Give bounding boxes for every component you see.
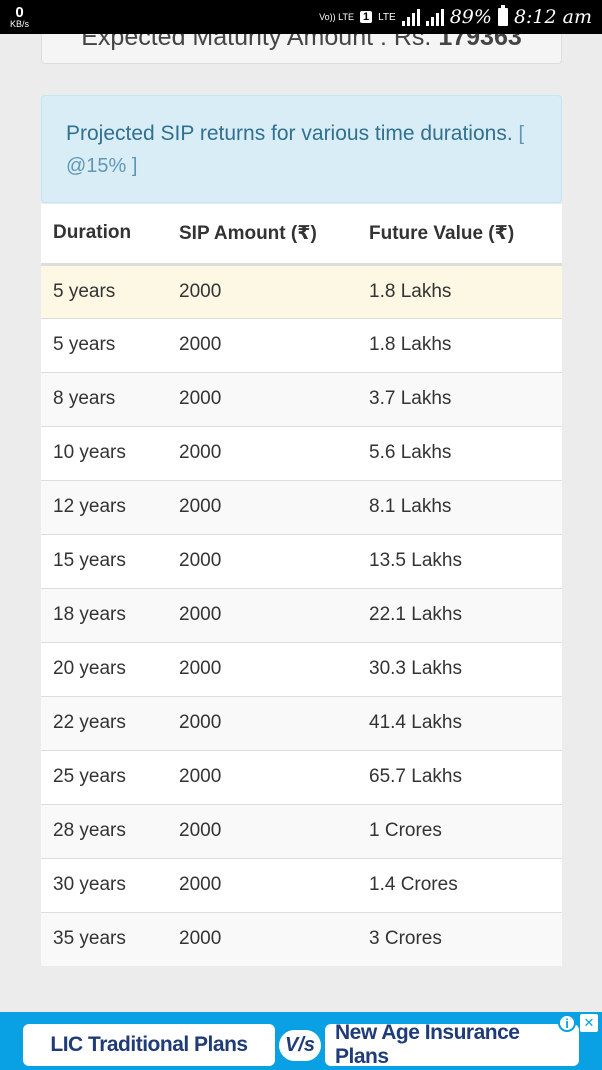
projection-info-text: Projected SIP returns for various time d… bbox=[66, 122, 513, 145]
lte-label: LTE bbox=[378, 11, 396, 23]
cell-sip-amount: 2000 bbox=[167, 317, 357, 372]
cell-duration: 10 years bbox=[41, 425, 167, 480]
cell-duration: 8 years bbox=[41, 371, 167, 426]
cell-future-value: 1 Crores bbox=[357, 803, 562, 858]
cell-duration: 25 years bbox=[41, 749, 167, 804]
cell-future-value: 3 Crores bbox=[357, 911, 562, 966]
cell-future-value: 65.7 Lakhs bbox=[357, 749, 562, 804]
cell-duration: 5 years bbox=[41, 263, 167, 318]
table-row: 5 years 2000 1.8 Lakhs bbox=[41, 263, 562, 318]
table-row: 22 years 2000 41.4 Lakhs bbox=[41, 695, 562, 750]
status-bar: 0 KB/s Vo)) LTE 1 LTE 89% 8:12 am bbox=[0, 0, 602, 34]
cell-duration: 20 years bbox=[41, 641, 167, 696]
table-row: 30 years 2000 1.4 Crores bbox=[41, 857, 562, 912]
cell-future-value: 3.7 Lakhs bbox=[357, 371, 562, 426]
cell-future-value: 22.1 Lakhs bbox=[357, 587, 562, 642]
ad-banner[interactable]: LIC Traditional Plans V/s New Age Insura… bbox=[0, 1012, 602, 1070]
table-row: 35 years 2000 3 Crores bbox=[41, 911, 562, 966]
signal-icon bbox=[401, 8, 420, 26]
cell-duration: 28 years bbox=[41, 803, 167, 858]
network-speed-unit: KB/s bbox=[10, 19, 30, 29]
cell-sip-amount: 2000 bbox=[167, 587, 357, 642]
cell-duration: 18 years bbox=[41, 587, 167, 642]
cell-duration: 12 years bbox=[41, 479, 167, 534]
ad-controls: i ✕ bbox=[558, 1014, 598, 1032]
table-row: 5 years 2000 1.8 Lakhs bbox=[41, 317, 562, 372]
cell-duration: 15 years bbox=[41, 533, 167, 588]
cell-duration: 5 years bbox=[41, 317, 167, 372]
cell-sip-amount: 2000 bbox=[167, 425, 357, 480]
cell-future-value: 8.1 Lakhs bbox=[357, 479, 562, 534]
cell-sip-amount: 2000 bbox=[167, 695, 357, 750]
table-row: 28 years 2000 1 Crores bbox=[41, 803, 562, 858]
maturity-label: Expected Maturity Amount : Rs. bbox=[81, 34, 439, 51]
cell-duration: 35 years bbox=[41, 911, 167, 966]
cell-sip-amount: 2000 bbox=[167, 911, 357, 966]
cell-sip-amount: 2000 bbox=[167, 857, 357, 912]
table-row: 15 years 2000 13.5 Lakhs bbox=[41, 533, 562, 588]
ad-info-icon[interactable]: i bbox=[558, 1014, 576, 1032]
ad-lic-traditional-plans[interactable]: LIC Traditional Plans bbox=[22, 1024, 275, 1066]
table-row: 18 years 2000 22.1 Lakhs bbox=[41, 587, 562, 642]
page-content: Expected Maturity Amount : Rs. 179363 Pr… bbox=[0, 34, 602, 1012]
clock: 8:12 am bbox=[513, 6, 592, 28]
table-row: 8 years 2000 3.7 Lakhs bbox=[41, 371, 562, 426]
table-row: 25 years 2000 65.7 Lakhs bbox=[41, 749, 562, 804]
cell-future-value: 5.6 Lakhs bbox=[357, 425, 562, 480]
table-row: 10 years 2000 5.6 Lakhs bbox=[41, 425, 562, 480]
maturity-amount: 179363 bbox=[438, 34, 522, 51]
cell-future-value: 41.4 Lakhs bbox=[357, 695, 562, 750]
network-speed: 0 KB/s bbox=[10, 5, 29, 29]
cell-sip-amount: 2000 bbox=[167, 533, 357, 588]
cell-sip-amount: 2000 bbox=[167, 749, 357, 804]
cell-future-value: 30.3 Lakhs bbox=[357, 641, 562, 696]
header-future-value: Future Value (₹) bbox=[357, 204, 562, 266]
table-row: 12 years 2000 8.1 Lakhs bbox=[41, 479, 562, 534]
maturity-amount-box: Expected Maturity Amount : Rs. 179363 bbox=[41, 34, 562, 64]
table-row: 20 years 2000 30.3 Lakhs bbox=[41, 641, 562, 696]
projection-info-alert: Projected SIP returns for various time d… bbox=[41, 95, 562, 203]
cell-sip-amount: 2000 bbox=[167, 371, 357, 426]
cell-duration: 22 years bbox=[41, 695, 167, 750]
header-duration: Duration bbox=[41, 204, 167, 266]
projection-rate: [ @15% ] bbox=[66, 123, 525, 177]
signal-icon-2 bbox=[425, 8, 444, 26]
cell-sip-amount: 2000 bbox=[167, 803, 357, 858]
cell-sip-amount: 2000 bbox=[167, 263, 357, 318]
cell-sip-amount: 2000 bbox=[167, 479, 357, 534]
sip-returns-table: Duration SIP Amount (₹) Future Value (₹)… bbox=[41, 204, 562, 966]
table-header-row: Duration SIP Amount (₹) Future Value (₹) bbox=[41, 204, 562, 266]
cell-sip-amount: 2000 bbox=[167, 641, 357, 696]
cell-future-value: 1.8 Lakhs bbox=[357, 317, 562, 372]
cell-future-value: 1.4 Crores bbox=[357, 857, 562, 912]
header-sip-amount: SIP Amount (₹) bbox=[167, 204, 357, 266]
ad-close-icon[interactable]: ✕ bbox=[580, 1014, 598, 1032]
network-speed-value: 0 bbox=[15, 4, 24, 21]
ad-vs-label: V/s bbox=[278, 1029, 322, 1061]
battery-percent: 89% bbox=[449, 6, 492, 28]
cell-future-value: 13.5 Lakhs bbox=[357, 533, 562, 588]
status-icons: Vo)) LTE 1 LTE 89% 8:12 am bbox=[319, 5, 592, 28]
cell-duration: 30 years bbox=[41, 857, 167, 912]
battery-icon bbox=[497, 5, 508, 26]
sim-slot-icon: 1 bbox=[359, 11, 373, 23]
ad-new-age-insurance-plans[interactable]: New Age Insurance Plans bbox=[325, 1021, 580, 1068]
cell-future-value: 1.8 Lakhs bbox=[357, 263, 562, 318]
volte-icon: Vo)) LTE bbox=[319, 11, 354, 22]
